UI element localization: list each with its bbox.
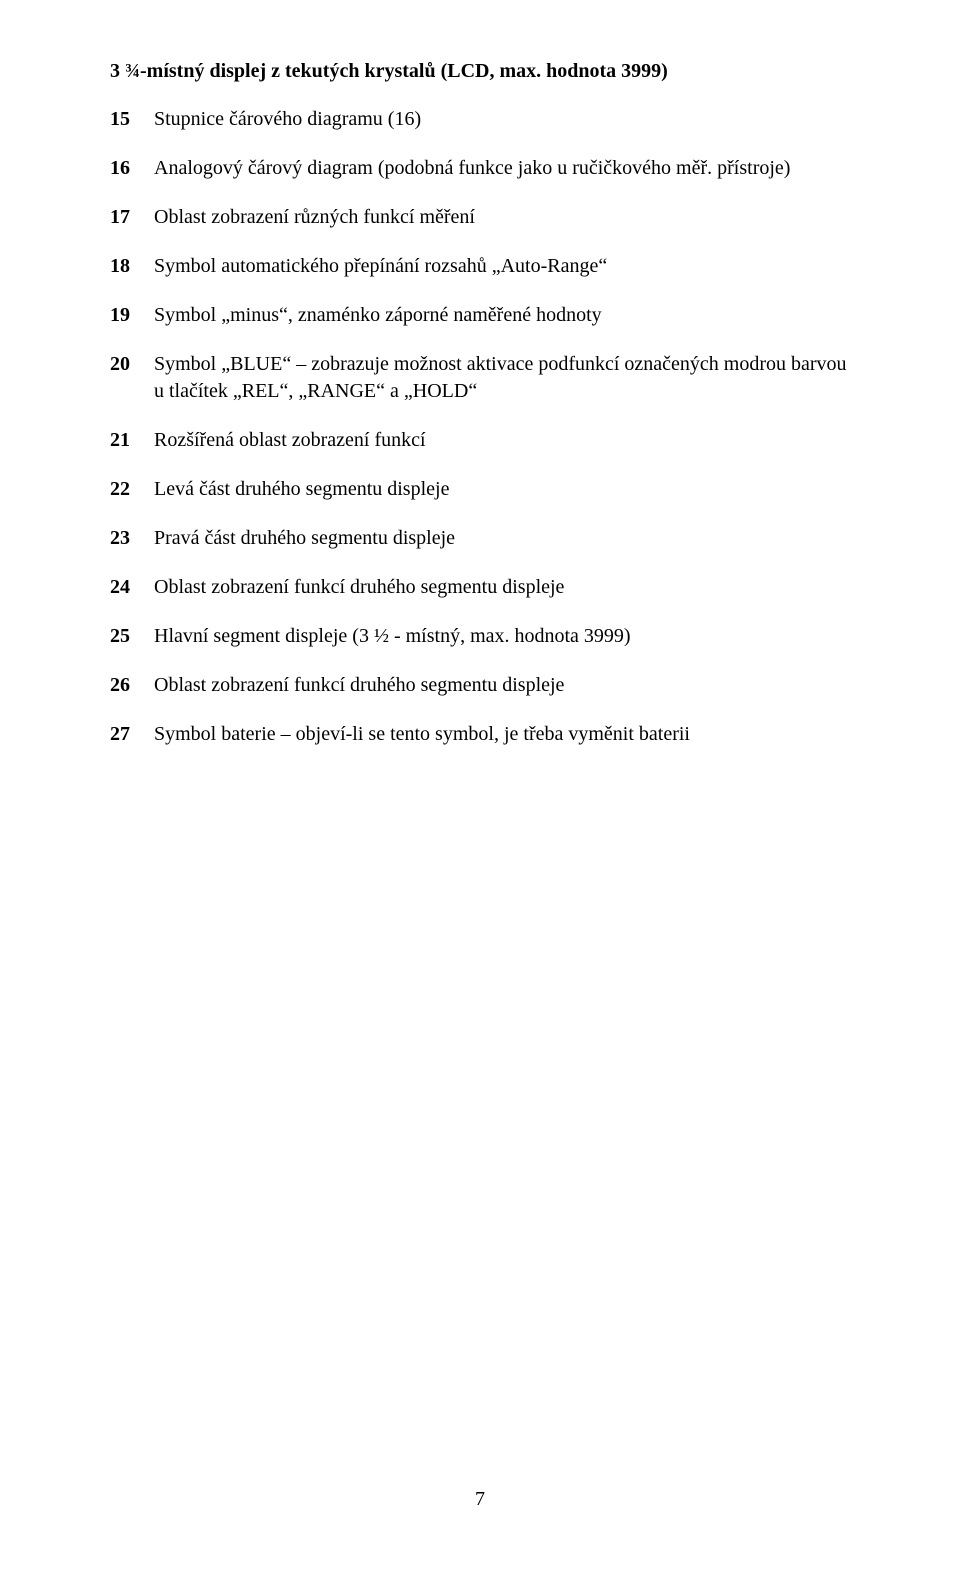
list-item: 19 Symbol „minus“, znaménko záporné namě… bbox=[110, 302, 850, 329]
item-description: Oblast zobrazení různých funkcí měření bbox=[154, 204, 850, 231]
item-description: Stupnice čárového diagramu (16) bbox=[154, 106, 850, 133]
list-item: 25 Hlavní segment displeje (3 ½ - místný… bbox=[110, 623, 850, 650]
item-number: 16 bbox=[110, 155, 154, 182]
item-description: Rozšířená oblast zobrazení funkcí bbox=[154, 427, 850, 454]
item-description: Levá část druhého segmentu displeje bbox=[154, 476, 850, 503]
page-number: 7 bbox=[0, 1488, 960, 1511]
item-description: Symbol automatického přepínání rozsahů „… bbox=[154, 253, 850, 280]
item-description: Hlavní segment displeje (3 ½ - místný, m… bbox=[154, 623, 850, 650]
list-item: 22 Levá část druhého segmentu displeje bbox=[110, 476, 850, 503]
list-item: 27 Symbol baterie – objeví-li se tento s… bbox=[110, 721, 850, 748]
item-description: Symbol „BLUE“ – zobrazuje možnost aktiva… bbox=[154, 351, 850, 405]
item-number: 17 bbox=[110, 204, 154, 231]
list-item: 26 Oblast zobrazení funkcí druhého segme… bbox=[110, 672, 850, 699]
item-description: Pravá část druhého segmentu displeje bbox=[154, 525, 850, 552]
item-description: Symbol „minus“, znaménko záporné naměřen… bbox=[154, 302, 850, 329]
item-number: 21 bbox=[110, 427, 154, 454]
item-number: 22 bbox=[110, 476, 154, 503]
item-number: 18 bbox=[110, 253, 154, 280]
item-number: 15 bbox=[110, 106, 154, 133]
item-number: 23 bbox=[110, 525, 154, 552]
item-number: 26 bbox=[110, 672, 154, 699]
item-number: 24 bbox=[110, 574, 154, 601]
list-item: 23 Pravá část druhého segmentu displeje bbox=[110, 525, 850, 552]
item-number: 19 bbox=[110, 302, 154, 329]
list-item: 16 Analogový čárový diagram (podobná fun… bbox=[110, 155, 850, 182]
list-item: 20 Symbol „BLUE“ – zobrazuje možnost akt… bbox=[110, 351, 850, 405]
list-item: 21 Rozšířená oblast zobrazení funkcí bbox=[110, 427, 850, 454]
section-heading: 3 ¾-místný displej z tekutých krystalů (… bbox=[110, 58, 850, 84]
item-description: Symbol baterie – objeví-li se tento symb… bbox=[154, 721, 850, 748]
list-item: 18 Symbol automatického přepínání rozsah… bbox=[110, 253, 850, 280]
item-number: 25 bbox=[110, 623, 154, 650]
list-item: 17 Oblast zobrazení různých funkcí měřen… bbox=[110, 204, 850, 231]
item-description: Oblast zobrazení funkcí druhého segmentu… bbox=[154, 574, 850, 601]
item-description: Oblast zobrazení funkcí druhého segmentu… bbox=[154, 672, 850, 699]
list-item: 24 Oblast zobrazení funkcí druhého segme… bbox=[110, 574, 850, 601]
item-list: 15 Stupnice čárového diagramu (16) 16 An… bbox=[110, 106, 850, 748]
item-number: 27 bbox=[110, 721, 154, 748]
item-description: Analogový čárový diagram (podobná funkce… bbox=[154, 155, 850, 182]
list-item: 15 Stupnice čárového diagramu (16) bbox=[110, 106, 850, 133]
item-number: 20 bbox=[110, 351, 154, 405]
